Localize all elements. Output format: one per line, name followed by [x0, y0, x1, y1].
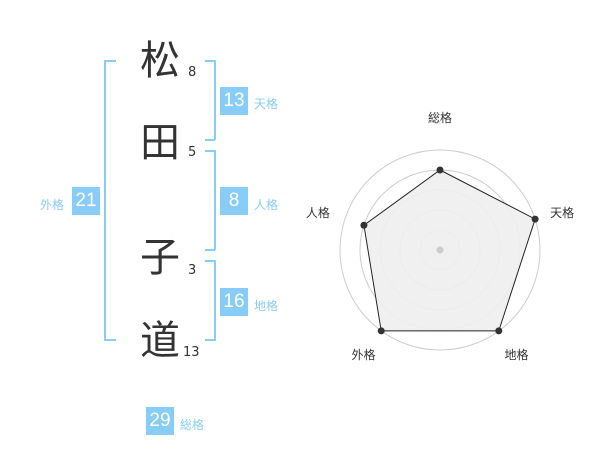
radar-axis-label: 人格 [306, 205, 330, 220]
char-1: 松 [140, 38, 180, 84]
radar-axis-label: 地格 [505, 347, 529, 362]
char-2: 田 [140, 120, 180, 166]
strokes-1: 8 [188, 65, 197, 80]
radar-point [360, 221, 368, 229]
char-4: 道 [140, 318, 180, 364]
soukaku-label: 総格 [180, 418, 205, 432]
radar-point [377, 327, 385, 335]
chikaku-label: 地格 [254, 299, 279, 313]
radar-point [436, 166, 444, 174]
jinkaku-value: 8 [220, 187, 248, 215]
gaikaku-label: 外格 [40, 198, 65, 212]
radar-axis-label: 総格 [428, 110, 452, 125]
radar-ring [339, 149, 541, 351]
gaikaku-value: 21 [72, 187, 100, 215]
radar-point [531, 215, 539, 223]
strokes-3: 3 [188, 263, 197, 278]
radar-polygon [363, 169, 536, 332]
radar-axis-label: 天格 [550, 205, 574, 220]
radar-axis-label: 外格 [351, 347, 375, 362]
soukaku-value: 29 [146, 407, 174, 435]
strokes-4: 13 [183, 345, 200, 360]
radar-center [436, 246, 444, 254]
tenkaku-value: 13 [220, 87, 248, 115]
strokes-2: 5 [188, 145, 197, 160]
jinkaku-label: 人格 [254, 198, 279, 212]
tenkaku-label: 天格 [254, 97, 279, 111]
radar-point [495, 327, 503, 335]
chikaku-value: 16 [220, 288, 248, 316]
char-3: 子 [140, 235, 180, 281]
